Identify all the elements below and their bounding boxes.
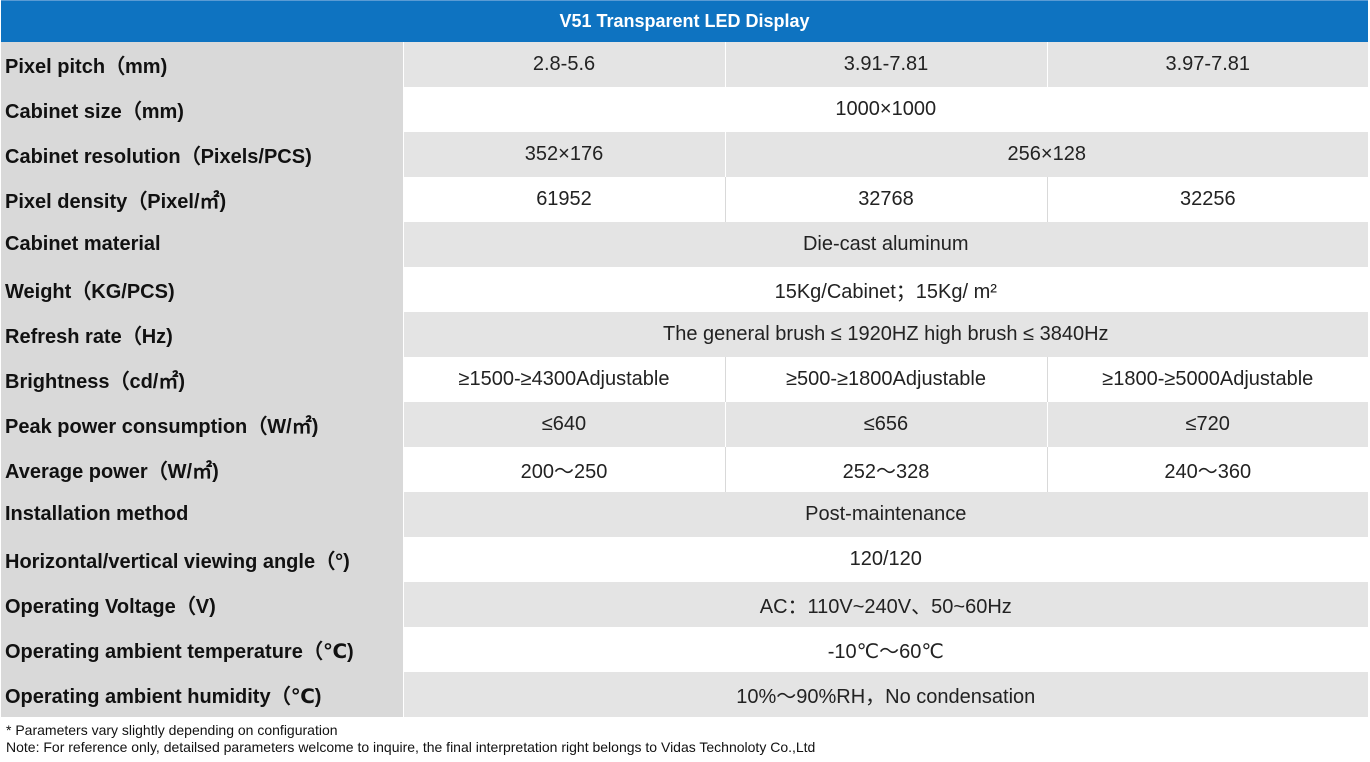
cell-value: Post-maintenance (402, 492, 1369, 537)
table-title-row: V51 Transparent LED Display (1, 0, 1369, 42)
cell-value: Die-cast aluminum (402, 222, 1369, 267)
row-label: Installation method (1, 492, 404, 537)
table-title: V51 Transparent LED Display (1, 0, 1369, 42)
row-label: Pixel density（Pixel/㎡) (1, 177, 404, 222)
spec-table: V51 Transparent LED Display Pixel pitch（… (1, 0, 1369, 717)
table-row: Operating Voltage（V) AC：110V~240V、50~60H… (1, 582, 1369, 627)
table-row: Average power（W/㎡) 200～250 252～328 240～3… (1, 447, 1369, 492)
row-label: Average power（W/㎡) (1, 447, 404, 492)
cell-value: 61952 (402, 177, 725, 222)
table-row: Cabinet resolution（Pixels/PCS) 352×176 2… (1, 132, 1369, 177)
cell-value: 15Kg/Cabinet；15Kg/ m² (402, 267, 1369, 312)
cell-value: ≤720 (1046, 402, 1369, 447)
row-label: Operating ambient temperature（℃) (1, 627, 404, 672)
row-label: Operating Voltage（V) (1, 582, 404, 627)
cell-value: ≥500-≥1800Adjustable (724, 357, 1047, 402)
table-row: Refresh rate（Hz) The general brush ≤ 192… (1, 312, 1369, 357)
cell-value: 352×176 (402, 132, 725, 177)
row-label: Operating ambient humidity（℃) (1, 672, 404, 717)
table-row: Horizontal/vertical viewing angle（°) 120… (1, 537, 1369, 582)
cell-value: 256×128 (724, 132, 1369, 177)
row-label: Peak power consumption（W/㎡) (1, 402, 404, 447)
table-row: Brightness（cd/㎡) ≥1500-≥4300Adjustable ≥… (1, 357, 1369, 402)
row-label: Weight（KG/PCS) (1, 267, 404, 312)
row-label: Cabinet resolution（Pixels/PCS) (1, 132, 404, 177)
cell-value: 120/120 (402, 537, 1369, 582)
cell-value: The general brush ≤ 1920HZ high brush ≤ … (402, 312, 1369, 357)
table-row: Cabinet size（mm) 1000×1000 (1, 87, 1369, 132)
cell-value: 240～360 (1046, 447, 1369, 492)
row-label: Cabinet size（mm) (1, 87, 404, 132)
cell-value: 1000×1000 (402, 87, 1369, 132)
cell-value: 10%～90%RH，No condensation (402, 672, 1369, 717)
footnotes: * Parameters vary slightly depending on … (6, 722, 815, 756)
cell-value: -10℃～60℃ (402, 627, 1369, 672)
table-row: Pixel density（Pixel/㎡) 61952 32768 32256 (1, 177, 1369, 222)
table-row: Peak power consumption（W/㎡) ≤640 ≤656 ≤7… (1, 402, 1369, 447)
row-label: Refresh rate（Hz) (1, 312, 404, 357)
table-row: Cabinet material Die-cast aluminum (1, 222, 1369, 267)
row-label: Horizontal/vertical viewing angle（°) (1, 537, 404, 582)
cell-value: ≥1500-≥4300Adjustable (402, 357, 725, 402)
footnote-config: * Parameters vary slightly depending on … (6, 722, 338, 738)
table-row: Pixel pitch（mm) 2.8-5.6 3.91-7.81 3.97-7… (1, 42, 1369, 87)
cell-value: 32256 (1046, 177, 1369, 222)
row-label: Brightness（cd/㎡) (1, 357, 404, 402)
table-row: Operating ambient temperature（℃) -10℃～60… (1, 627, 1369, 672)
cell-value: 2.8-5.6 (402, 42, 725, 87)
table-row: Installation method Post-maintenance (1, 492, 1369, 537)
cell-value: 252～328 (724, 447, 1047, 492)
footnote-disclaimer: Note: For reference only, detailsed para… (6, 739, 816, 755)
cell-value: 200～250 (402, 447, 725, 492)
cell-value: ≥1800-≥5000Adjustable (1046, 357, 1369, 402)
cell-value: 3.97-7.81 (1046, 42, 1369, 87)
table-row: Weight（KG/PCS) 15Kg/Cabinet；15Kg/ m² (1, 267, 1369, 312)
row-label: Pixel pitch（mm) (1, 42, 404, 87)
cell-value: ≤640 (402, 402, 725, 447)
cell-value: AC：110V~240V、50~60Hz (402, 582, 1369, 627)
row-label: Cabinet material (1, 222, 404, 267)
cell-value: 3.91-7.81 (724, 42, 1047, 87)
table-row: Operating ambient humidity（℃) 10%～90%RH，… (1, 672, 1369, 717)
cell-value: 32768 (724, 177, 1047, 222)
cell-value: ≤656 (724, 402, 1047, 447)
